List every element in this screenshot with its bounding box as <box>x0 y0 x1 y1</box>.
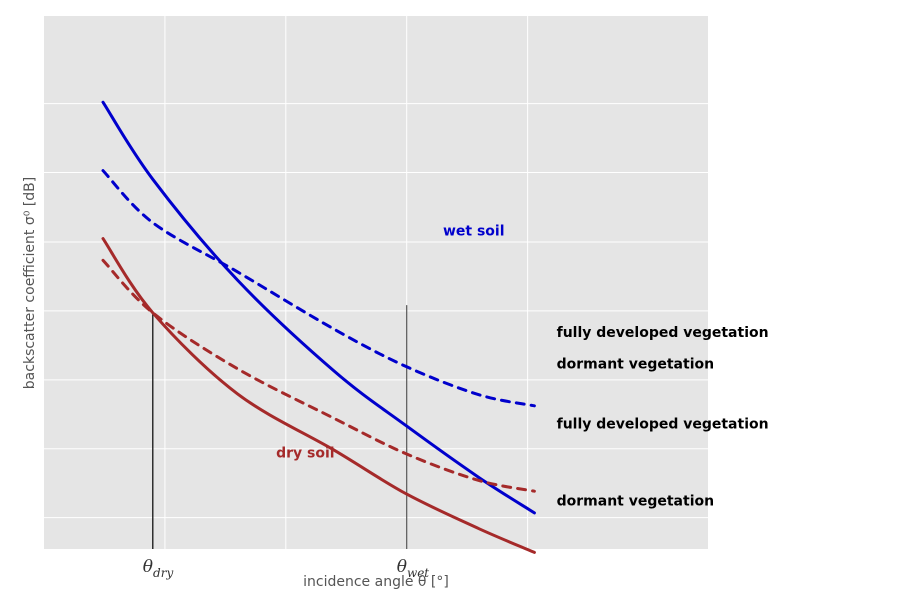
annotation-5: dormant vegetation <box>557 494 714 510</box>
y-axis-label: backscatter coefficient σ⁰ [dB] <box>22 177 38 389</box>
plot-area <box>44 16 708 549</box>
x-tick-label-dry: θdry <box>143 557 174 580</box>
grid <box>44 16 708 549</box>
series-line-0 <box>101 100 536 515</box>
series-line-1 <box>101 169 536 408</box>
series-line-3 <box>101 237 536 554</box>
annotation-3: dormant vegetation <box>557 356 714 372</box>
annotation-2: fully developed vegetation <box>557 325 769 341</box>
tick-labels: θdry θwet <box>143 557 430 580</box>
x-axis-label: incidence angle θ [°] <box>303 574 449 590</box>
annotation-0: wet soil <box>443 224 505 240</box>
annotation-1: dry soil <box>276 445 334 461</box>
annotations: wet soil dry soil fully developed vegetati… <box>276 224 768 510</box>
annotation-4: fully developed vegetation <box>557 417 769 433</box>
series-line-2 <box>101 258 536 493</box>
curves <box>101 100 536 554</box>
x-tick-label-wet: θwet <box>397 557 430 580</box>
